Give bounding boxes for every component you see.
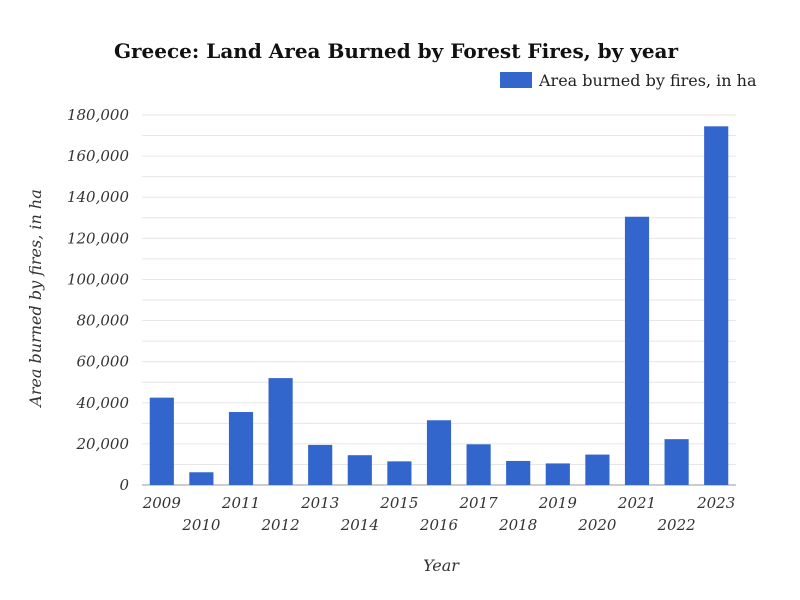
y-tick-label: 0 bbox=[119, 476, 129, 494]
bars bbox=[149, 126, 729, 486]
y-tick-label: 60,000 bbox=[77, 353, 130, 371]
bar-2018 bbox=[506, 460, 531, 485]
bar-2022 bbox=[664, 439, 689, 485]
x-tick-label: 2015 bbox=[379, 494, 418, 512]
bar-2020 bbox=[585, 454, 610, 485]
y-tick-label: 120,000 bbox=[67, 229, 129, 247]
y-tick-label: 40,000 bbox=[76, 394, 130, 412]
y-tick-label: 20,000 bbox=[76, 435, 130, 453]
y-axis-title: Area burned by fires, in ha bbox=[26, 189, 45, 408]
x-tick-label: 2010 bbox=[181, 516, 221, 534]
x-tick-label: 2020 bbox=[577, 516, 617, 534]
x-tick-label: 2018 bbox=[498, 516, 537, 534]
legend-label: Area burned by fires, in ha bbox=[538, 71, 757, 90]
x-tick-label: 2009 bbox=[142, 494, 182, 512]
bar-2023 bbox=[704, 126, 729, 486]
bar-2011 bbox=[228, 412, 254, 485]
bar-2021 bbox=[624, 216, 650, 485]
x-axis-title: Year bbox=[423, 556, 460, 575]
bar-2015 bbox=[387, 461, 412, 485]
legend: Area burned by fires, in ha bbox=[500, 71, 757, 90]
x-tick-label: 2016 bbox=[419, 516, 459, 534]
bar-2012 bbox=[268, 378, 293, 485]
chart-title: Greece: Land Area Burned by Forest Fires… bbox=[114, 39, 679, 63]
y-tick-label: 160,000 bbox=[67, 147, 129, 165]
y-axis-ticks: 0 20,000 40,000 60,000 80,000 100,000 120,000 1… bbox=[67, 106, 129, 494]
y-tick-label: 140,000 bbox=[67, 188, 129, 206]
x-tick-label: 2012 bbox=[261, 516, 300, 534]
y-tick-label: 100,000 bbox=[67, 270, 129, 288]
bar-2013 bbox=[308, 444, 333, 485]
x-tick-label: 2011 bbox=[221, 494, 260, 512]
bar-2009 bbox=[149, 397, 174, 485]
y-tick-label: 180,000 bbox=[67, 106, 129, 124]
bar-2010 bbox=[189, 472, 214, 485]
bar-2014 bbox=[347, 455, 372, 485]
bar-2019 bbox=[545, 463, 570, 485]
x-tick-label: 2014 bbox=[340, 516, 379, 534]
bar-2017 bbox=[466, 444, 491, 485]
x-tick-label: 2023 bbox=[696, 494, 735, 512]
x-tick-label: 2021 bbox=[617, 494, 656, 512]
x-tick-label: 2019 bbox=[538, 494, 578, 512]
x-tick-label: 2022 bbox=[657, 516, 696, 534]
x-tick-label: 2017 bbox=[459, 494, 499, 512]
x-tick-label: 2013 bbox=[300, 494, 339, 512]
y-tick-label: 80,000 bbox=[77, 312, 130, 330]
legend-swatch bbox=[500, 72, 532, 88]
bar-2016 bbox=[426, 420, 452, 485]
